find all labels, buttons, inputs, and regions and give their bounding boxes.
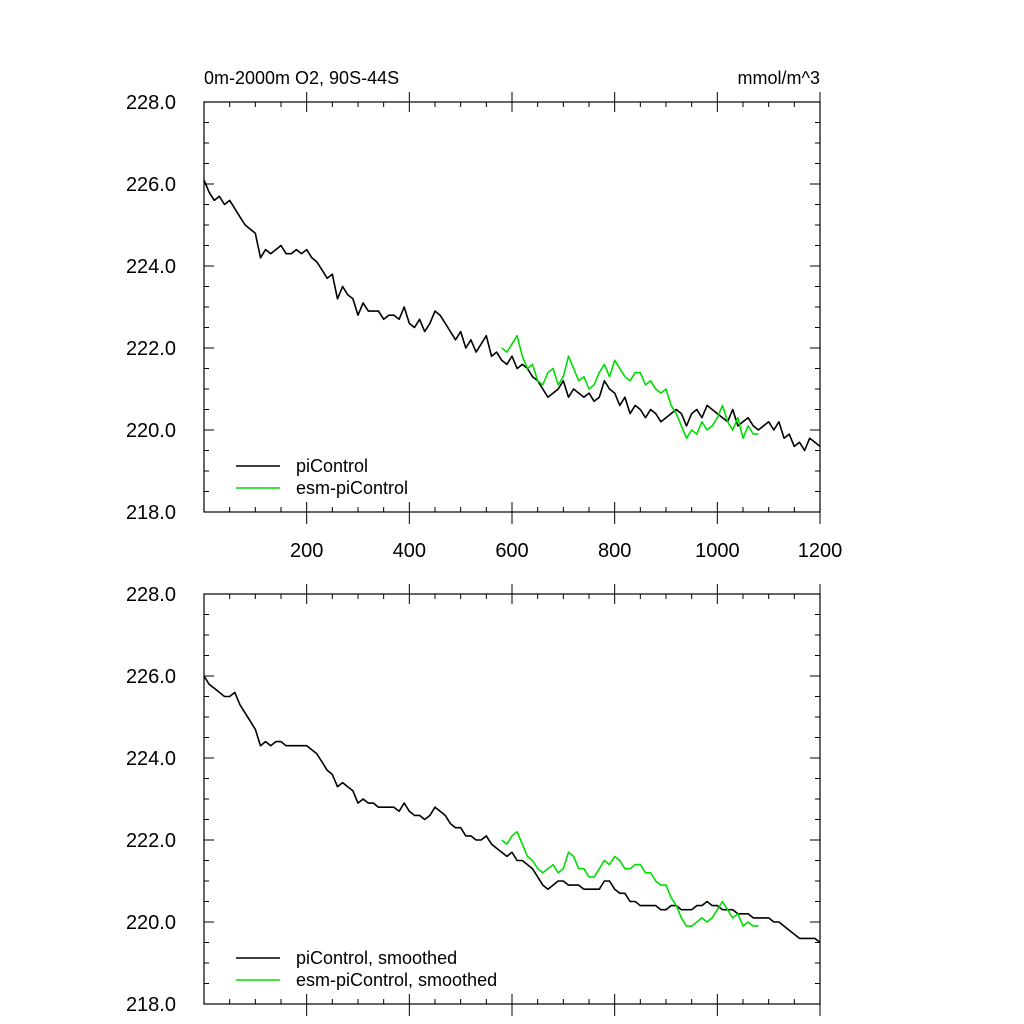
bottom-series-line-0: [203, 675, 821, 944]
bottom-axis-ticks: 218.0 220.0 222.0 224.0 226.0 228.0: [126, 584, 821, 1016]
top-series-line-1: [501, 334, 759, 440]
top-panel: 0m-2000m O2, 90S-44S mmol/m^3 218.0 220.0…: [126, 68, 842, 562]
bottom-series-line-1: [501, 830, 759, 927]
bottom-plot-frame: [203, 593, 821, 1005]
bottom-legend-label-0: piControl, smoothed: [296, 948, 457, 968]
top-x-tick-label: 400: [393, 540, 426, 562]
top-y-tick-label: 226.0: [126, 174, 176, 196]
top-series-lines: [203, 179, 821, 452]
top-x-tick-label: 1200: [798, 540, 843, 562]
top-y-tick-label: 218.0: [126, 502, 176, 524]
top-series-line-0: [203, 179, 821, 452]
top-x-tick-label: 800: [598, 540, 631, 562]
top-y-tick-label: 228.0: [126, 92, 176, 114]
top-legend-label-0: piControl: [296, 456, 368, 476]
top-x-tick-label: 200: [290, 540, 323, 562]
top-panel-units: mmol/m^3: [738, 68, 820, 88]
bottom-y-tick-label: 222.0: [126, 830, 176, 852]
bottom-series-lines: [203, 675, 821, 944]
top-y-tick-label: 222.0: [126, 338, 176, 360]
bottom-y-tick-label: 226.0: [126, 666, 176, 688]
top-axis-ticks: 218.0 220.0 222.0 224.0 226.0 228.0 200 400 600 8…: [126, 92, 842, 562]
top-panel-title: 0m-2000m O2, 90S-44S: [204, 68, 399, 88]
top-y-tick-label: 220.0: [126, 420, 176, 442]
top-x-tick-label: 600: [495, 540, 528, 562]
top-y-tick-label: 224.0: [126, 256, 176, 278]
bottom-y-tick-label: 224.0: [126, 748, 176, 770]
bottom-y-tick-label: 220.0: [126, 912, 176, 934]
bottom-y-tick-label: 218.0: [126, 994, 176, 1016]
top-x-tick-label: 1000: [695, 540, 740, 562]
bottom-panel: 218.0 220.0 222.0 224.0 226.0 228.0 piControl…: [126, 584, 821, 1016]
bottom-y-tick-label: 228.0: [126, 584, 176, 606]
top-plot-frame: [203, 101, 821, 513]
bottom-legend-label-1: esm-piControl, smoothed: [296, 970, 497, 990]
top-legend-label-1: esm-piControl: [296, 478, 408, 498]
